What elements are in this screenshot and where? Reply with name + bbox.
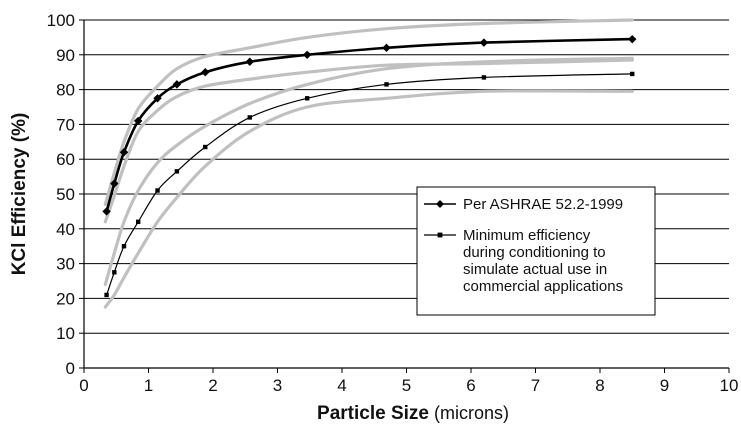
series-2 (104, 71, 635, 298)
axes (79, 19, 730, 373)
series-1-point-2 (110, 179, 119, 188)
legend-label-2-line-2: during conditioning to (463, 244, 606, 261)
y-tick-label-30: 30 (56, 255, 75, 274)
legend-label-2-line-4: commercial applications (463, 278, 623, 295)
data-series (102, 34, 637, 298)
x-axis-title-unit: (microns) (429, 403, 509, 423)
y-tick-label-100: 100 (47, 11, 75, 30)
legend-box (416, 186, 656, 316)
y-tick-label-80: 80 (56, 81, 75, 100)
series-2-point-12 (630, 71, 635, 77)
series-2-point-2 (112, 270, 117, 275)
x-tick-label-6: 6 (466, 376, 475, 395)
series-2-point-5 (155, 188, 160, 193)
series-1-point-4 (133, 116, 143, 126)
legend-label-2-line-3: simulate actual use in (463, 261, 607, 278)
series-2-point-1 (104, 292, 109, 298)
legend-label-1-line-1: Per ASHRAE 52.2-1999 (463, 196, 623, 213)
range-band-3 (103, 56, 634, 287)
series-2-point-8 (247, 115, 252, 120)
series-1-point-1 (102, 207, 111, 216)
x-tick-label-5: 5 (402, 376, 411, 395)
series-2-point-9 (304, 96, 310, 101)
legend-label-2-line-1: Minimum efficiency (463, 227, 591, 244)
y-tick-label-40: 40 (56, 220, 75, 239)
y-tick-label-70: 70 (56, 115, 75, 134)
x-axis-title-main: Particle Size (317, 403, 429, 424)
series-2-point-7 (203, 144, 208, 150)
y-tick-label-90: 90 (56, 46, 75, 65)
series-2-point-11 (481, 75, 487, 80)
x-tick-label-3: 3 (273, 376, 282, 395)
series-2-point-10 (384, 82, 389, 87)
x-tick-label-10: 10 (720, 376, 739, 395)
y-tick-label-50: 50 (56, 185, 75, 204)
x-axis-title: Particle Size (microns) (317, 403, 509, 424)
series-1-point-5 (153, 94, 162, 103)
series-2-point-6 (174, 169, 180, 174)
series-2-point-3 (121, 244, 127, 249)
series-1 (102, 34, 637, 216)
x-tick-label-2: 2 (208, 376, 217, 395)
series-1-point-3 (119, 148, 129, 157)
x-tick-label-9: 9 (660, 376, 669, 395)
series-1-point-6 (172, 80, 182, 89)
legend-marker-2 (437, 232, 443, 238)
y-axis-title: KCl Efficiency (%) (9, 113, 30, 276)
range-band-1 (103, 18, 634, 206)
y-tick-label-10: 10 (56, 324, 75, 343)
y-tick-label-60: 60 (56, 150, 75, 169)
series-2-point-4 (135, 219, 141, 225)
x-tick-label-0: 0 (79, 376, 88, 395)
range-bands (103, 18, 634, 309)
series-1-point-7 (201, 68, 210, 77)
x-tick-label-1: 1 (144, 376, 153, 395)
legend-label-1: Per ASHRAE 52.2-1999 (463, 196, 623, 213)
x-tick-label-7: 7 (531, 376, 540, 395)
series-1-point-8 (245, 57, 254, 66)
range-band-4 (103, 89, 634, 309)
legend-label-2: Minimum efficiency during conditioning to… (463, 227, 623, 295)
tick-labels: 0 10 20 30 40 50 60 70 80 90 100 0 1 2 3 4 5 6 7 8 9 10 (47, 11, 739, 395)
legend-marker-1 (436, 200, 444, 208)
series-1-point-9 (302, 50, 312, 59)
series-1-point-10 (382, 43, 391, 53)
legend-items: Per ASHRAE 52.2-1999 Minimum efficiency du… (424, 196, 623, 295)
x-tick-label-4: 4 (337, 376, 346, 395)
y-tick-label-20: 20 (56, 289, 75, 308)
x-tick-label-8: 8 (595, 376, 604, 395)
series-1-point-11 (479, 38, 489, 47)
y-tick-label-0: 0 (66, 359, 75, 378)
legend: Per ASHRAE 52.2-1999 Minimum efficiency du… (416, 186, 656, 316)
series-1-point-12 (628, 34, 637, 44)
